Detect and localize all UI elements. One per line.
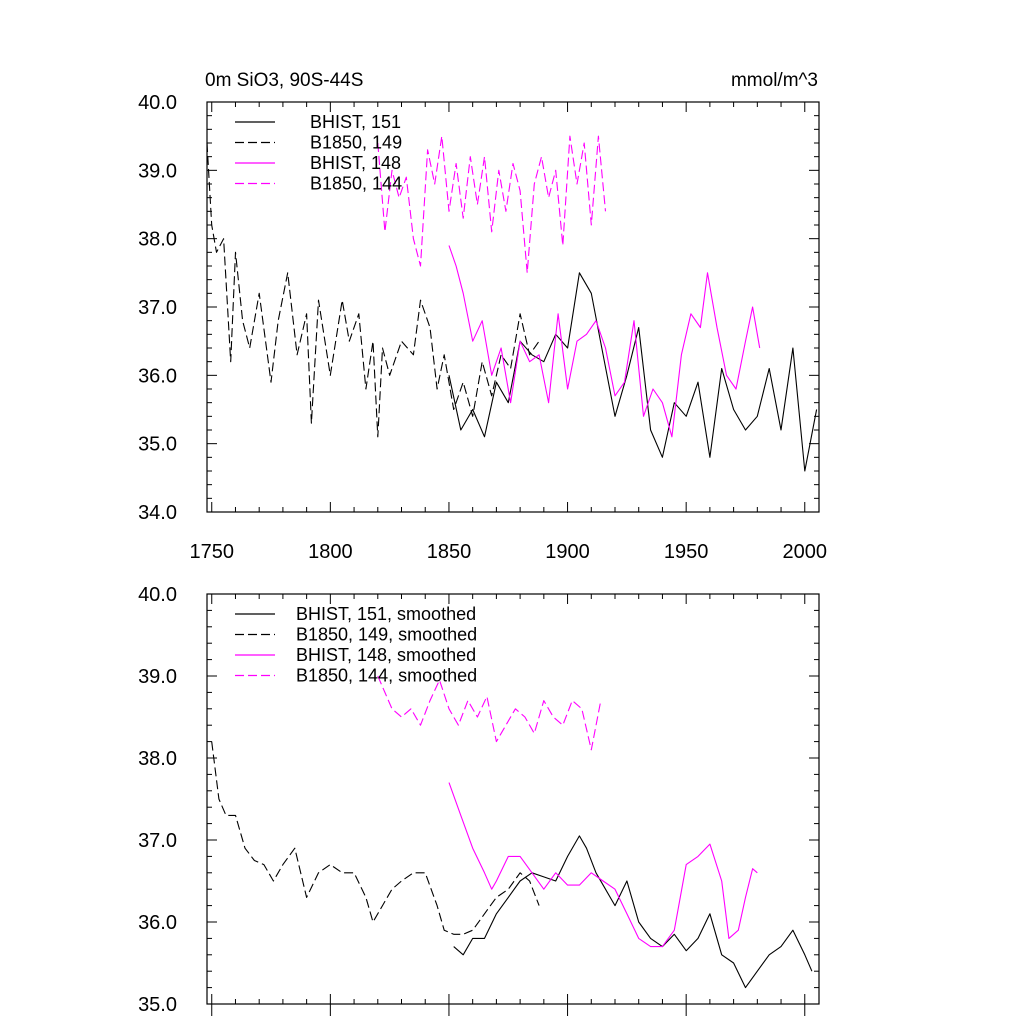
x-tick-label: 1800 [308,541,353,563]
series-line [448,272,818,472]
top-panel-ticks: 34.0 35.0 36.0 37.0 38.0 39.0 40.0 1750 1800 1850… [138,92,827,563]
series-line [377,135,607,274]
legend-label: BHIST, 151 [310,112,401,132]
y-tick-label: 35.0 [138,994,177,1016]
series-line [211,741,540,935]
x-tick-label: 1950 [664,541,709,563]
legend-label: B1850, 144 [310,174,402,194]
series-line [206,142,540,438]
y-tick-label: 38.0 [138,748,177,770]
y-tick-label: 39.0 [138,666,177,688]
y-tick-label: 37.0 [138,297,177,319]
top-panel: 0m SiO3, 90S-44S mmol/m^3 34.0 35.0 36.0 37… [138,70,827,563]
bottom-panel-ticks: 35.0 36.0 37.0 38.0 39.0 40.0 [138,584,819,1016]
legend-label: BHIST, 151, smoothed [296,604,476,624]
series-line [448,245,761,438]
y-tick-label: 38.0 [138,229,177,251]
top-panel-title: 0m SiO3, 90S-44S [205,70,363,91]
y-tick-label: 40.0 [138,584,177,606]
bottom-panel-frame [206,593,820,1005]
y-tick-label: 37.0 [138,830,177,852]
top-panel-series [206,135,818,472]
legend-label: BHIST, 148, smoothed [296,645,476,665]
legend-label: B1850, 144, smoothed [296,666,477,686]
bottom-panel-series [211,675,813,989]
x-tick-label: 2000 [783,541,828,563]
y-tick-label: 36.0 [138,365,177,387]
legend-label: BHIST, 148 [310,153,401,173]
x-tick-label: 1850 [427,541,472,563]
legend-label: B1850, 149 [310,133,402,153]
x-tick-label: 1900 [545,541,590,563]
y-tick-label: 35.0 [138,434,177,456]
top-panel-frame [206,101,820,513]
y-tick-label: 40.0 [138,92,177,114]
legend-label: B1850, 149, smoothed [296,625,477,645]
top-panel-units: mmol/m^3 [731,70,818,91]
y-tick-label: 36.0 [138,912,177,934]
y-tick-label: 34.0 [138,502,177,524]
series-line [453,835,813,989]
bottom-panel: 35.0 36.0 37.0 38.0 39.0 40.0 BHIST, 151, smo… [138,584,820,1016]
series-line [377,675,602,751]
y-tick-label: 39.0 [138,160,177,182]
x-tick-label: 1750 [189,541,234,563]
series-line [448,782,758,948]
